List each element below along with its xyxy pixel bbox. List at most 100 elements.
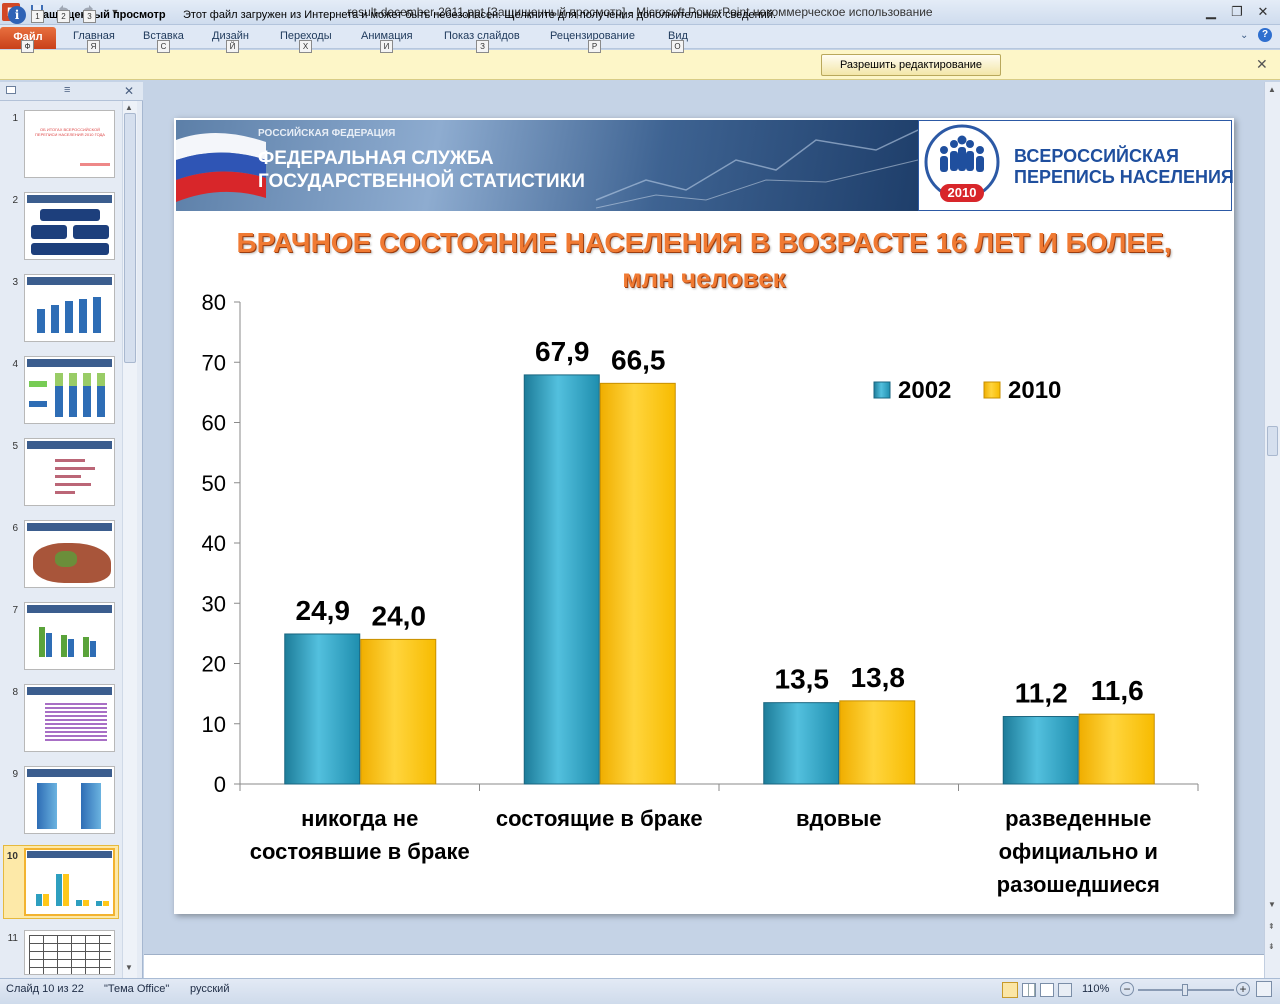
bar-2010 (839, 700, 916, 785)
zoom-in-icon[interactable]: + (1236, 982, 1250, 996)
tab-slideshow[interactable]: Показ слайдов (444, 30, 520, 42)
slide-thumbnail[interactable] (24, 930, 115, 975)
legend-label: 2010 (1008, 377, 1061, 404)
thumb-number: 9 (12, 769, 18, 780)
keytip-file: Ф (21, 40, 34, 53)
message-text[interactable]: Этот файл загружен из Интернета и может … (183, 9, 776, 21)
outline-tab-icon[interactable]: ≡ (64, 84, 71, 96)
y-tick-label: 10 (202, 712, 226, 737)
slide-thumbnail-selected[interactable] (24, 848, 115, 916)
ribbon-minimize-icon[interactable]: ⌄ (1240, 30, 1249, 41)
y-tick-label: 70 (202, 350, 226, 375)
slide-sorter-icon[interactable] (1022, 983, 1036, 997)
legend-swatch (983, 381, 1001, 399)
keytip-save: 1 (31, 10, 44, 23)
reading-view-icon[interactable] (1040, 983, 1054, 997)
keytip-transitions: Х (299, 40, 312, 53)
slide-thumbnail[interactable] (24, 192, 115, 260)
x-category-label: состоящие в браке (496, 806, 703, 831)
data-label: 11,6 (1091, 675, 1144, 706)
theme-name[interactable]: "Тема Office" (104, 983, 170, 995)
close-message-icon[interactable]: ✕ (1256, 56, 1268, 72)
normal-view-icon[interactable] (1002, 982, 1018, 998)
slide-title: БРАЧНОЕ СОСТОЯНИЕ НАСЕЛЕНИЯ В ВОЗРАСТЕ 1… (236, 227, 1172, 258)
keytip-design: Й (226, 40, 239, 53)
slide-thumbnail[interactable] (24, 274, 115, 342)
tab-design[interactable]: Дизайн (212, 30, 249, 42)
x-category-label: вдовые (796, 806, 881, 831)
keytip-review: Р (588, 40, 601, 53)
logo-text-line2: ПЕРЕПИСЬ НАСЕЛЕНИЯ (1014, 167, 1234, 187)
bar-2010 (1078, 713, 1155, 785)
thumb-number: 6 (12, 523, 18, 534)
notes-pane[interactable] (144, 954, 1264, 978)
slide-thumbnail[interactable] (24, 766, 115, 834)
minimize-button[interactable]: ▁ (1206, 4, 1216, 19)
tab-animation[interactable]: Анимация (361, 30, 413, 42)
data-label: 67,9 (535, 336, 590, 367)
keytip-redo: 3 (83, 10, 96, 23)
tab-view[interactable]: Вид (668, 30, 688, 42)
data-label: 24,0 (372, 600, 427, 631)
keytip-animation: И (380, 40, 393, 53)
data-label: 24,9 (296, 595, 351, 626)
tab-insert[interactable]: Вставка (143, 30, 184, 42)
customize-qat-icon[interactable]: ▼ (110, 7, 120, 17)
logo-year: 2010 (947, 185, 977, 200)
thumb-title-text: ОБ ИТОГАХ ВСЕРОССИЙСКОЙ ПЕРЕПИСИ НАСЕЛЕН… (35, 127, 105, 137)
y-tick-label: 30 (202, 591, 226, 616)
zoom-level[interactable]: 110% (1082, 983, 1110, 995)
ribbon-tabs (0, 25, 1280, 49)
editor-scrollbar[interactable]: ▲ ▼ ⇞ ⇟ (1264, 82, 1280, 978)
y-tick-label: 0 (214, 772, 226, 797)
slides-tab-icon[interactable] (6, 86, 16, 94)
close-window-button[interactable]: ✕ (1257, 4, 1269, 19)
x-category-label: разведенные (1005, 806, 1151, 831)
logo-text-line1: ВСЕРОССИЙСКАЯ (1014, 146, 1179, 166)
logo-text: ВСЕРОССИЙСКАЯ ПЕРЕПИСЬ НАСЕЛЕНИЯ (1014, 146, 1234, 188)
thumb-number: 4 (12, 359, 18, 370)
slide-thumbnail[interactable]: ОБ ИТОГАХ ВСЕРОССИЙСКОЙ ПЕРЕПИСИ НАСЕЛЕН… (24, 110, 115, 178)
keytip-slideshow: З (476, 40, 489, 53)
y-tick-label: 60 (202, 411, 226, 436)
x-category-label: официально и (999, 839, 1158, 864)
slide-subtitle: млн человек (622, 263, 786, 293)
slide-thumbnail[interactable] (24, 356, 115, 424)
slide-thumbnail[interactable] (24, 520, 115, 588)
thumb-number: 1 (12, 113, 18, 124)
language-indicator[interactable]: русский (190, 983, 230, 995)
help-icon[interactable]: ? (1258, 28, 1272, 42)
fit-to-window-icon[interactable] (1256, 981, 1272, 997)
org-country: РОССИЙСКАЯ ФЕДЕРАЦИЯ (258, 128, 396, 139)
keytip-view: О (671, 40, 684, 53)
bar-2002 (1002, 716, 1079, 785)
tab-transitions[interactable]: Переходы (280, 30, 332, 42)
title-bar (0, 0, 1280, 25)
zoom-slider-thumb[interactable] (1182, 984, 1188, 996)
protected-view-bar (0, 50, 1280, 80)
tab-home[interactable]: Главная (73, 30, 115, 42)
data-label: 11,2 (1015, 678, 1068, 709)
slides-pane-scrollbar[interactable]: ▲ ▼ (122, 101, 137, 978)
slide-thumbnail[interactable] (24, 684, 115, 752)
slide-thumbnail[interactable] (24, 602, 115, 670)
tab-file[interactable]: Файл (0, 27, 56, 49)
census-people-icon (924, 124, 1000, 202)
close-pane-icon[interactable]: ✕ (124, 84, 135, 98)
thumb-number: 2 (12, 195, 18, 206)
y-tick-label: 40 (202, 531, 226, 556)
legend-swatch (873, 381, 891, 399)
tab-review[interactable]: Рецензирование (550, 30, 635, 42)
thumb-number: 5 (12, 441, 18, 452)
bar-2002 (284, 633, 361, 785)
x-category-label: никогда не (301, 806, 418, 831)
slide-thumbnail[interactable] (24, 438, 115, 506)
data-label: 66,5 (611, 344, 666, 375)
enable-editing-button[interactable]: Разрешить редактирование (821, 54, 1001, 76)
window-title: result-december-2011.ppt [Защищенный про… (347, 5, 933, 19)
bar-2002 (523, 374, 600, 785)
maximize-button[interactable]: ❐ (1231, 4, 1243, 19)
slideshow-icon[interactable] (1058, 983, 1072, 997)
zoom-out-icon[interactable]: − (1120, 982, 1134, 996)
keytip-undo: 2 (57, 10, 70, 23)
